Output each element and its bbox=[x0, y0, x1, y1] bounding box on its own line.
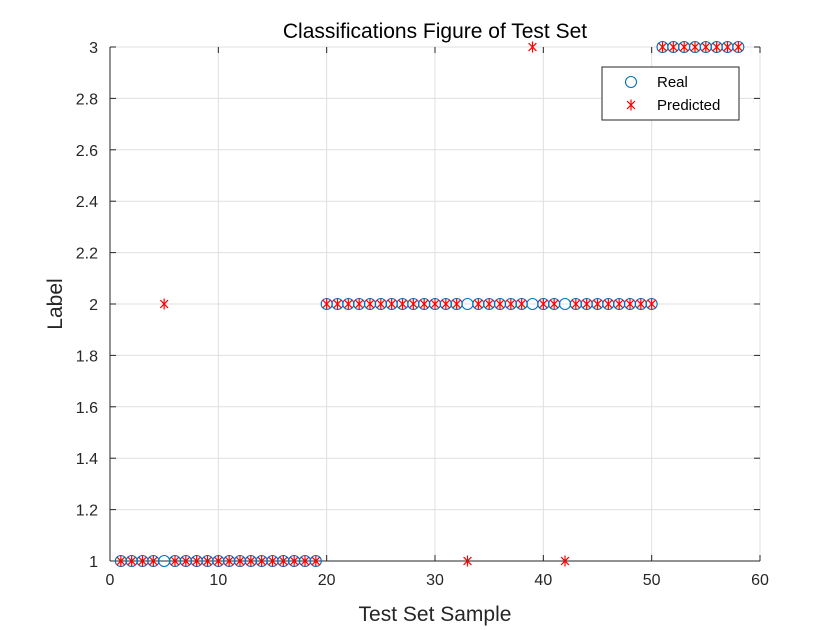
data-point-predicted bbox=[430, 298, 440, 310]
data-point-predicted bbox=[571, 298, 581, 310]
data-point-predicted bbox=[289, 555, 299, 567]
data-point-predicted bbox=[669, 41, 678, 53]
data-point-predicted bbox=[614, 298, 624, 310]
data-point-predicted bbox=[279, 555, 288, 567]
legend-marker-predicted bbox=[626, 99, 636, 111]
data-point-predicted bbox=[387, 298, 396, 310]
y-tick-label: 1.2 bbox=[76, 503, 98, 520]
x-tick-label: 10 bbox=[209, 572, 227, 589]
data-point-predicted bbox=[679, 41, 689, 53]
data-point-predicted bbox=[214, 555, 223, 567]
data-point-predicted bbox=[116, 555, 126, 567]
y-tick-label: 1.8 bbox=[76, 348, 98, 365]
data-point-predicted bbox=[419, 298, 429, 310]
data-point-predicted bbox=[409, 298, 418, 310]
legend-box bbox=[601, 66, 740, 121]
y-tick-label: 1.4 bbox=[76, 451, 98, 468]
data-point-predicted bbox=[734, 41, 743, 53]
legend-circle-icon bbox=[624, 75, 638, 89]
data-point-predicted bbox=[365, 298, 375, 310]
data-point-predicted bbox=[625, 298, 635, 310]
data-point-predicted bbox=[636, 298, 646, 310]
data-point-predicted bbox=[311, 555, 321, 567]
data-point-predicted bbox=[322, 298, 331, 310]
data-point-predicted bbox=[560, 555, 570, 567]
data-point-predicted bbox=[517, 298, 526, 310]
data-point-predicted bbox=[398, 298, 407, 310]
data-point-predicted bbox=[539, 298, 548, 310]
y-tick-label: 2.8 bbox=[76, 91, 98, 108]
legend-asterisk-icon bbox=[626, 99, 636, 111]
legend: Real Predicted bbox=[601, 66, 740, 121]
data-point-predicted bbox=[159, 298, 169, 310]
data-point-predicted bbox=[712, 41, 721, 53]
data-point-predicted bbox=[690, 41, 700, 53]
x-tick-label: 40 bbox=[534, 572, 552, 589]
data-point-predicted bbox=[149, 555, 158, 567]
data-point-predicted bbox=[203, 555, 212, 567]
legend-label-predicted: Predicted bbox=[657, 97, 720, 114]
x-axis-label: Test Set Sample bbox=[359, 603, 512, 626]
x-tick-label: 0 bbox=[106, 572, 115, 589]
data-point-predicted bbox=[333, 298, 342, 310]
data-point-predicted bbox=[593, 298, 602, 310]
data-point-predicted bbox=[658, 41, 667, 53]
x-tick-label: 30 bbox=[426, 572, 444, 589]
y-tick-label: 1.6 bbox=[76, 400, 98, 417]
data-point-predicted bbox=[495, 298, 505, 310]
data-point-predicted bbox=[257, 555, 266, 567]
data-point-predicted bbox=[344, 298, 353, 310]
data-point-predicted bbox=[300, 555, 310, 567]
data-point-predicted bbox=[376, 298, 386, 310]
y-tick-label: 1 bbox=[89, 554, 98, 571]
x-tick-label: 50 bbox=[643, 572, 661, 589]
data-point-predicted bbox=[452, 298, 461, 310]
data-point-predicted bbox=[506, 298, 516, 310]
data-point-predicted bbox=[528, 41, 537, 53]
x-tick-label: 20 bbox=[318, 572, 336, 589]
tick-labels: 0 10 20 30 40 50 60 1 1.2 1.4 1.6 1.8 2 2.2 2.4 2.6 2.8 3 bbox=[76, 40, 769, 589]
data-series bbox=[114, 40, 745, 568]
data-point-predicted bbox=[138, 555, 147, 567]
data-point-predicted bbox=[246, 555, 256, 567]
data-point-predicted bbox=[170, 555, 180, 567]
y-tick-label: 3 bbox=[89, 40, 98, 57]
data-point-predicted bbox=[235, 555, 245, 567]
data-point-predicted bbox=[224, 555, 234, 567]
data-point-predicted bbox=[474, 298, 483, 310]
data-point-predicted bbox=[647, 298, 656, 310]
y-tick-label: 2 bbox=[89, 297, 98, 314]
data-point-predicted bbox=[181, 555, 191, 567]
data-point-predicted bbox=[701, 41, 711, 53]
data-point-predicted bbox=[441, 298, 451, 310]
legend-marker-real bbox=[624, 75, 638, 89]
y-tick-label: 2.4 bbox=[76, 194, 98, 211]
x-tick-label: 60 bbox=[751, 572, 769, 589]
data-point-predicted bbox=[549, 298, 559, 310]
data-point-predicted bbox=[723, 41, 732, 53]
y-axis-label: Label bbox=[44, 278, 67, 329]
data-point-predicted bbox=[484, 298, 494, 310]
legend-label-real: Real bbox=[657, 74, 688, 91]
data-point-predicted bbox=[192, 555, 201, 567]
y-tick-label: 2.6 bbox=[76, 143, 98, 160]
y-tick-label: 2.2 bbox=[76, 246, 98, 263]
data-point-predicted bbox=[463, 555, 472, 567]
series-predicted bbox=[116, 41, 743, 567]
data-point-predicted bbox=[127, 555, 136, 567]
data-point-predicted bbox=[604, 298, 613, 310]
chart-title: Classifications Figure of Test Set bbox=[283, 20, 587, 43]
data-point-predicted bbox=[582, 298, 591, 310]
data-point-predicted bbox=[354, 298, 364, 310]
data-point-predicted bbox=[268, 555, 277, 567]
